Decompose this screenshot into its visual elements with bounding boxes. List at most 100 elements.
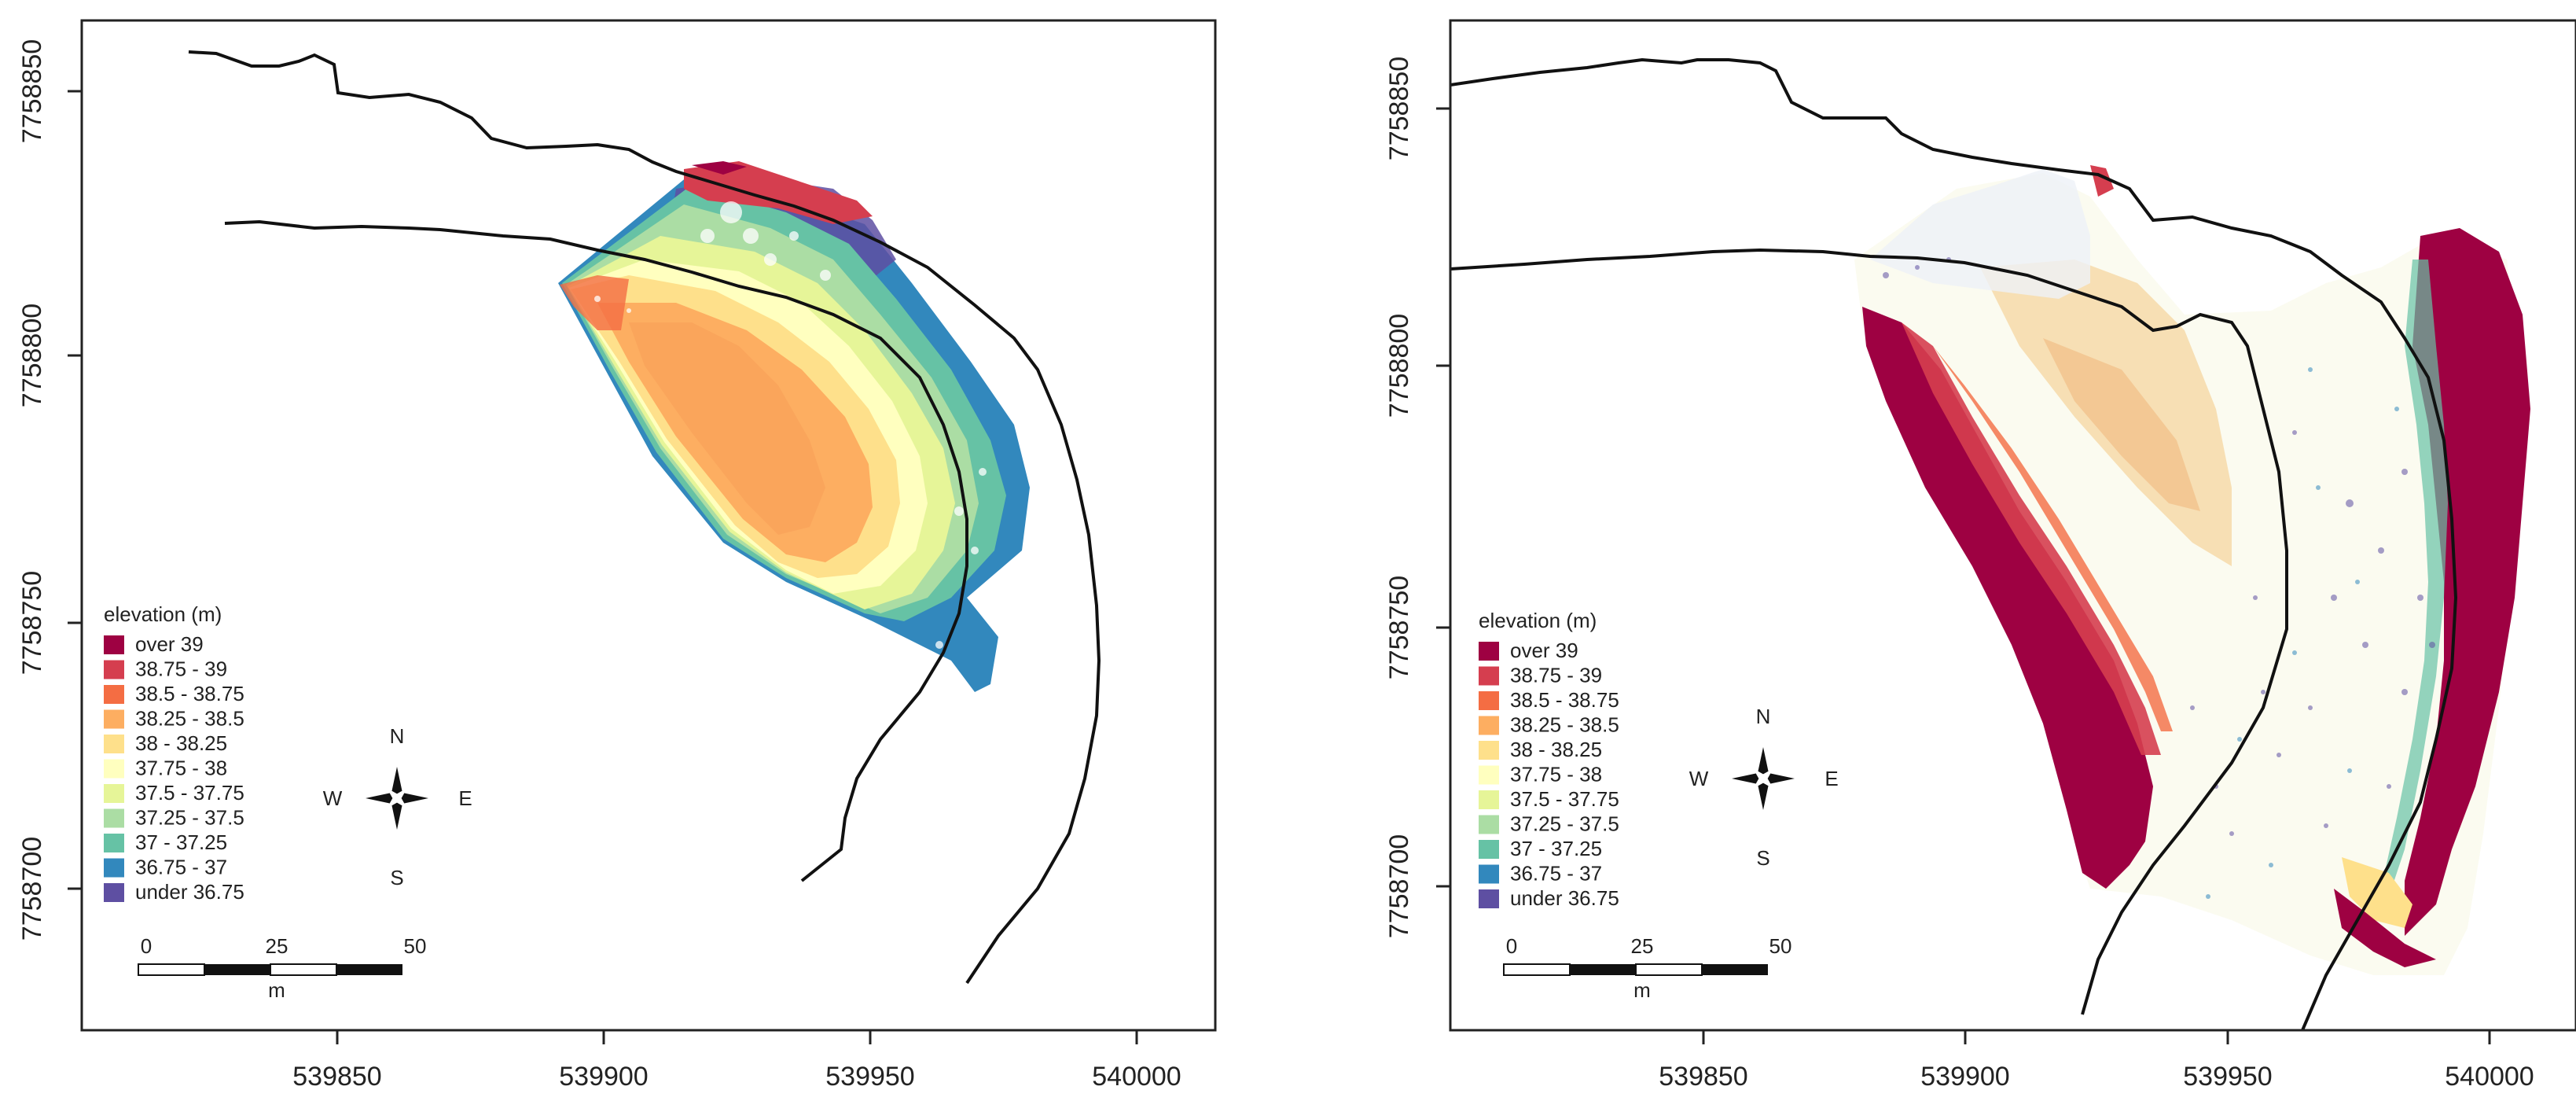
right-scale-unit: m: [1633, 978, 1651, 1002]
left-plot-frame: [80, 19, 1217, 1032]
right-elevation-surface: [1854, 165, 2530, 975]
legend-label: 38.75 - 39: [1510, 664, 1602, 687]
left-compass-east: E: [458, 786, 472, 810]
right-compass-south: S: [1756, 846, 1769, 870]
right-compass-star-icon: [1732, 747, 1795, 810]
right-map-panel: 539850 539900 539950 540000 7758850 7758…: [1288, 0, 2576, 1112]
left-x-axis: [336, 1030, 1138, 1044]
legend-label: 38.25 - 38.5: [1510, 713, 1619, 737]
legend-label: 37.5 - 37.75: [1510, 787, 1619, 811]
right-plot-frame: [1449, 19, 2576, 1032]
left-y-tick-label: 7758800: [17, 304, 47, 407]
legend-swatch: [1479, 716, 1499, 735]
right-x-tick-label: 539950: [2183, 1062, 2272, 1092]
left-scale-unit: m: [268, 978, 285, 1002]
legend-swatch: [1479, 864, 1499, 884]
left-y-tick-label: 7758850: [17, 39, 47, 143]
left-y-tick-label: 7758700: [17, 837, 47, 941]
right-y-axis: [1436, 107, 1450, 888]
legend-swatch: [1479, 790, 1499, 809]
legend-swatch: [104, 834, 124, 852]
legend-label: 38 - 38.25: [135, 731, 227, 755]
legend-label: 38.75 - 39: [135, 657, 227, 681]
legend-label: 37.75 - 38: [1510, 763, 1602, 786]
legend-swatch: [104, 660, 124, 679]
left-scale-label-0: 0: [141, 934, 152, 958]
right-compass-north: N: [1756, 705, 1771, 728]
legend-label: 38.5 - 38.75: [1510, 688, 1619, 712]
legend-label: 37.75 - 38: [135, 757, 227, 780]
left-elevation-surface: [558, 161, 1030, 692]
left-compass-rose: N S E W: [323, 724, 472, 889]
legend-label: 37.5 - 37.75: [135, 781, 244, 805]
legend-label: 36.75 - 37: [135, 856, 227, 879]
left-y-tick-label: 7758750: [17, 571, 47, 675]
legend-label: over 39: [135, 632, 204, 656]
left-scale-label-25: 25: [266, 934, 288, 958]
left-x-tick-label: 539900: [559, 1062, 648, 1092]
right-scale-label-25: 25: [1631, 934, 1654, 958]
left-compass-west: W: [323, 786, 343, 810]
left-scale-label-50: 50: [404, 934, 427, 958]
right-y-tick-label: 7758800: [1384, 314, 1414, 418]
left-compass-north: N: [390, 724, 405, 748]
left-map-panel: 539850 539900 539950 540000 7758850 7758…: [17, 19, 1217, 1092]
right-x-tick-label: 539850: [1659, 1062, 1747, 1092]
right-compass-west: W: [1689, 767, 1709, 790]
legend-label: under 36.75: [135, 880, 244, 904]
legend-swatch: [104, 759, 124, 779]
legend-label: 37 - 37.25: [135, 830, 227, 854]
legend-swatch: [1479, 666, 1499, 686]
left-compass-star-icon: [366, 767, 428, 830]
left-x-tick-label: 539850: [292, 1062, 381, 1092]
legend-label: 38 - 38.25: [1510, 738, 1602, 761]
legend-label: under 36.75: [1510, 886, 1619, 910]
legend-swatch: [1479, 889, 1499, 908]
right-y-tick-label: 7758850: [1384, 57, 1414, 160]
left-map: 539850 539900 539950 540000 7758850 7758…: [17, 19, 1217, 1092]
right-compass-east: E: [1825, 767, 1838, 790]
right-x-tick-label: 539900: [1920, 1062, 2009, 1092]
legend-swatch: [104, 709, 124, 729]
right-x-axis: [1702, 1030, 2491, 1044]
legend-swatch: [104, 883, 124, 902]
right-y-tick-label: 7758700: [1384, 834, 1414, 938]
left-compass-south: S: [390, 866, 403, 889]
right-scale-label-0: 0: [1506, 934, 1517, 958]
legend-swatch: [104, 858, 124, 878]
legend-swatch: [104, 808, 124, 828]
left-scale-bar: 0 25 50 m: [138, 934, 426, 1002]
legend-swatch: [104, 735, 124, 753]
left-boundary-lines: [188, 50, 1101, 985]
left-x-tick-label: 540000: [1092, 1062, 1181, 1092]
left-legend-title: elevation (m): [104, 602, 222, 626]
right-scale-label-50: 50: [1769, 934, 1792, 958]
legend-label: 38.25 - 38.5: [135, 707, 244, 731]
legend-swatch: [1479, 840, 1499, 859]
legend-label: 37 - 37.25: [1510, 837, 1602, 860]
legend-swatch: [1479, 691, 1499, 710]
right-scale-bar: 0 25 50 m: [1503, 934, 1792, 1002]
right-x-tick-label: 540000: [2445, 1062, 2534, 1092]
legend-label: 36.75 - 37: [1510, 862, 1602, 886]
legend-label: over 39: [1510, 639, 1578, 662]
legend-swatch: [1479, 741, 1499, 760]
right-boundary-lines: [1450, 57, 2458, 1030]
legend-label: 37.25 - 37.5: [1510, 812, 1619, 836]
right-y-tick-label: 7758750: [1384, 576, 1414, 679]
legend-swatch: [104, 784, 124, 803]
legend-swatch: [104, 635, 124, 654]
right-map: 539850 539900 539950 540000 7758850 7758…: [1384, 19, 2576, 1092]
legend-label: 37.25 - 37.5: [135, 806, 244, 830]
legend-swatch: [1479, 642, 1499, 661]
left-x-tick-label: 539950: [825, 1062, 914, 1092]
right-legend-title: elevation (m): [1479, 609, 1597, 632]
legend-label: 38.5 - 38.75: [135, 682, 244, 705]
left-y-axis: [68, 90, 82, 890]
legend-swatch: [1479, 765, 1499, 785]
legend-swatch: [1479, 815, 1499, 834]
